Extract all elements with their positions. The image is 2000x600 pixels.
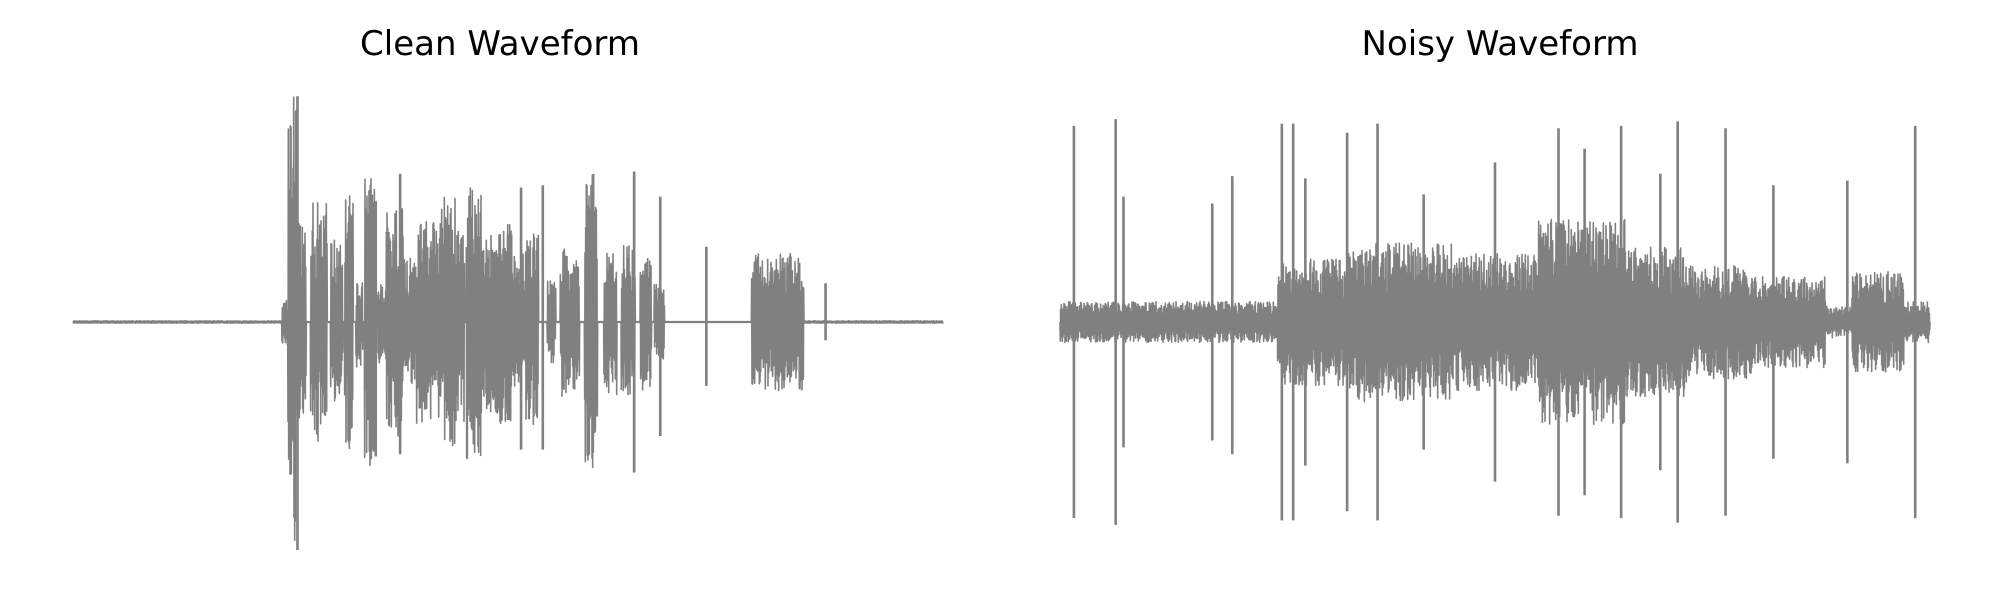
noisy-waveform-title: Noisy Waveform (1361, 24, 1639, 64)
noisy-waveform-plot (1059, 119, 1931, 525)
noisy-waveform-panel: Noisy Waveform (1000, 0, 2000, 600)
clean-waveform-title: Clean Waveform (360, 24, 640, 64)
clean-waveform-plot (72, 96, 944, 550)
clean-waveform-panel: Clean Waveform (72, 24, 944, 550)
